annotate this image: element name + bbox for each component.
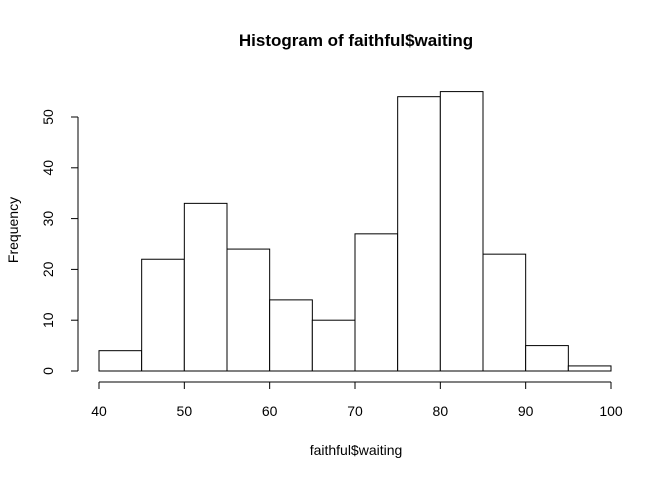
x-tick-label-50: 50 [177, 403, 193, 419]
histogram-bar-45-50 [141, 258, 185, 372]
histogram-bar-75-80 [397, 96, 441, 372]
x-axis-label: faithful$waiting [310, 442, 403, 458]
y-axis-label: Frequency [5, 197, 21, 263]
histogram-bar-60-65 [269, 299, 313, 372]
y-tick-label-40: 40 [40, 160, 56, 176]
x-tick-label-90: 90 [518, 403, 534, 419]
y-tick-label-50: 50 [40, 109, 56, 125]
x-tick-label-40: 40 [91, 403, 107, 419]
histogram-bar-40-45 [98, 350, 143, 372]
x-tick-label-70: 70 [347, 403, 363, 419]
y-tick-label-30: 30 [40, 211, 56, 227]
histogram-bar-55-60 [226, 248, 271, 372]
x-tick-label-60: 60 [262, 403, 278, 419]
y-axis: 0 10 20 30 40 50 [40, 109, 79, 375]
y-tick-label-0: 0 [40, 367, 56, 375]
histogram-bar-50-55 [183, 202, 228, 372]
x-tick-label-100: 100 [599, 403, 623, 419]
y-tick-label-10: 10 [40, 312, 56, 328]
histogram-bar-70-75 [354, 233, 399, 372]
x-tick-label-80: 80 [433, 403, 449, 419]
histogram-bar-65-70 [311, 319, 356, 372]
y-tick-label-20: 20 [40, 261, 56, 277]
histogram-bar-95-100 [567, 365, 612, 372]
histogram-bar-85-90 [482, 253, 527, 372]
chart-title: Histogram of faithful$waiting [239, 31, 473, 50]
x-axis: 40 50 60 70 80 90 100 [91, 381, 623, 419]
histogram-bar-90-95 [525, 345, 569, 372]
bars-group [98, 91, 612, 372]
histogram-bar-80-85 [439, 91, 484, 372]
